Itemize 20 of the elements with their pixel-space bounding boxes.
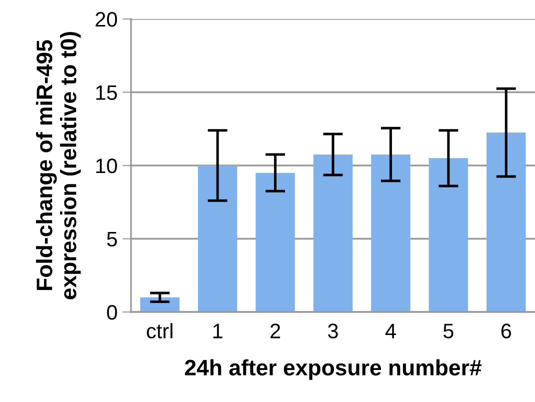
x-tick-label: 4: [385, 324, 396, 338]
bar: [313, 154, 353, 312]
x-tick-label: 3: [328, 324, 338, 338]
x-tick-label: 6: [501, 324, 512, 338]
x-tick-label: 5: [443, 324, 454, 338]
bar: [198, 166, 238, 312]
x-axis-title: 24h after exposure number#: [184, 359, 482, 380]
y-tick-label: 15: [96, 85, 117, 100]
x-tick-label: 1: [213, 324, 222, 338]
bar: [256, 172, 295, 312]
bar: [428, 158, 468, 312]
y-tick-label: 20: [96, 12, 117, 27]
bar: [371, 154, 410, 312]
y-tick-label: 5: [107, 232, 117, 247]
x-tick-label: ctrl: [146, 323, 172, 338]
y-axis-title: Fold-change of miR-495 expression (relative to t0): [36, 32, 81, 300]
x-tick-label: 2: [270, 324, 280, 338]
bar: [486, 132, 526, 312]
y-tick-label: 0: [107, 305, 117, 320]
y-tick-label: 10: [96, 158, 117, 174]
